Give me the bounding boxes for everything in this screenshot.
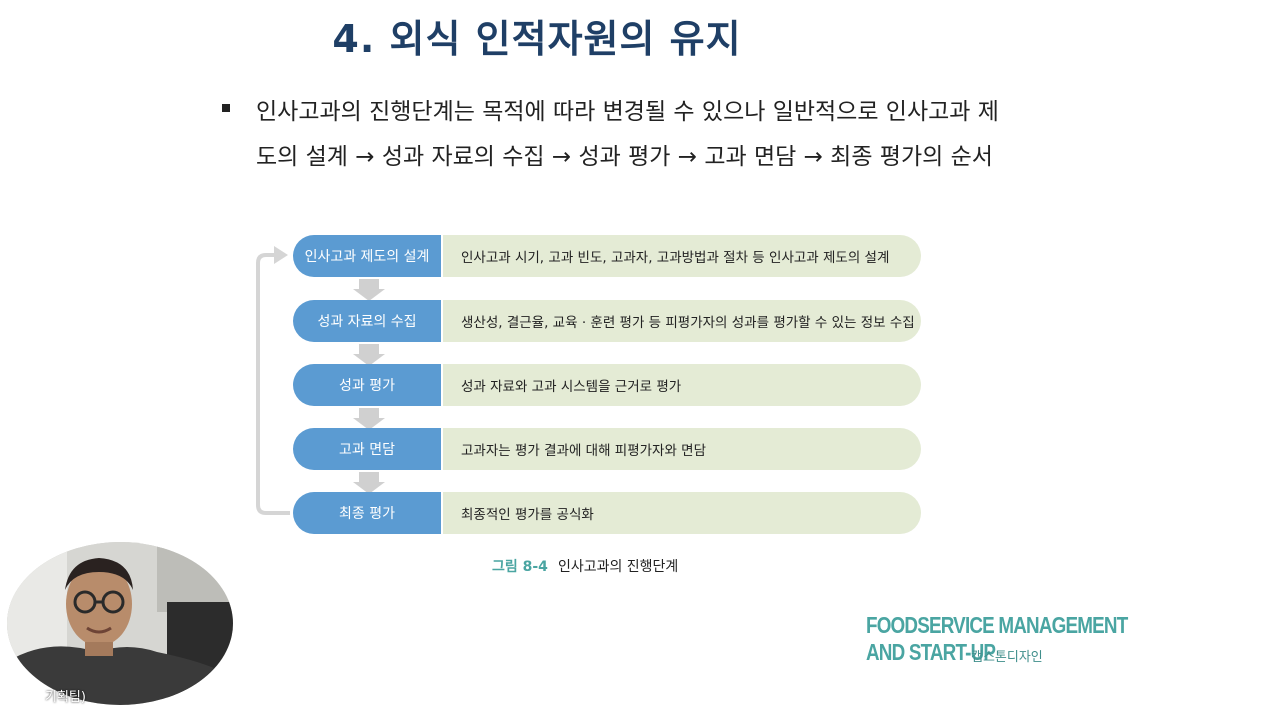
figure-title: 인사고과의 진행단계 (557, 559, 679, 575)
figure-caption: 그림 8-4 인사고과의 진행단계 (492, 556, 678, 576)
loop-back-arrow-icon (256, 246, 290, 515)
step-label: 성과 평가 (293, 364, 443, 406)
down-arrow-icon (353, 279, 385, 301)
step-label: 성과 자료의 수집 (293, 300, 443, 342)
step-description: 고과자는 평가 결과에 대해 피평가자와 면담 (443, 428, 921, 470)
bullet-square-icon (222, 104, 230, 112)
presenter-webcam (7, 542, 233, 705)
step-description: 인사고과 시기, 고과 빈도, 고과자, 고과방법과 절차 등 인사고과 제도의… (443, 235, 921, 277)
step-label: 고과 면담 (293, 428, 443, 470)
bullet-item: 인사고과의 진행단계는 목적에 따라 변경될 수 있으나 일반적으로 인사고과 … (222, 90, 1012, 180)
flow-step-2: 성과 자료의 수집 생산성, 결근율, 교육 · 훈련 평가 등 피평가자의 성… (293, 300, 921, 342)
down-arrow-icon (353, 408, 385, 430)
brand-line-1: FOODSERVICE MANAGEMENT (866, 612, 1128, 638)
flow-step-5: 최종 평가 최종적인 평가를 공식화 (293, 492, 921, 534)
step-description: 최종적인 평가를 공식화 (443, 492, 921, 534)
brand-line-2: AND START-UP (866, 639, 996, 665)
flow-step-1: 인사고과 제도의 설계 인사고과 시기, 고과 빈도, 고과자, 고과방법과 절… (293, 235, 921, 277)
flow-step-3: 성과 평가 성과 자료와 고과 시스템을 근거로 평가 (293, 364, 921, 406)
step-description: 성과 자료와 고과 시스템을 근거로 평가 (443, 364, 921, 406)
down-arrow-icon (353, 344, 385, 366)
step-description: 생산성, 결근율, 교육 · 훈련 평가 등 피평가자의 성과를 평가할 수 있… (443, 300, 921, 342)
step-label: 최종 평가 (293, 492, 443, 534)
process-flow-diagram: 인사고과 제도의 설계 인사고과 시기, 고과 빈도, 고과자, 고과방법과 절… (250, 233, 930, 543)
figure-number: 그림 8-4 (492, 559, 548, 575)
presenter-avatar-icon (7, 542, 233, 705)
publisher-name: 캡스톤디자인 (971, 650, 1043, 665)
bullet-text: 인사고과의 진행단계는 목적에 따라 변경될 수 있으나 일반적으로 인사고과 … (256, 99, 999, 170)
down-arrow-icon (353, 472, 385, 494)
flow-step-4: 고과 면담 고과자는 평가 결과에 대해 피평가자와 면담 (293, 428, 921, 470)
webcam-name-label: 기획팀) (45, 690, 86, 705)
slide-title: 4. 외식 인적자원의 유지 (332, 17, 742, 61)
step-label: 인사고과 제도의 설계 (293, 235, 443, 277)
book-brand-logo: FOODSERVICE MANAGEMENT AND START-UP 캡스톤디… (866, 612, 1128, 666)
